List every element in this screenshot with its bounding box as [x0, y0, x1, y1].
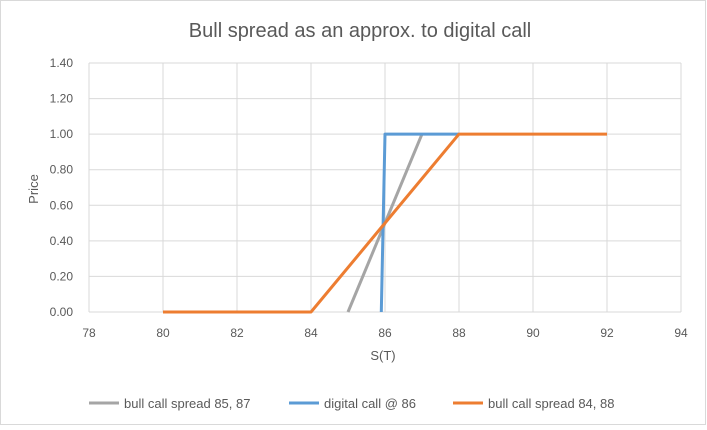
y-tick-label: 1.40 [50, 56, 74, 70]
x-tick-label: 90 [526, 326, 540, 340]
legend-label: bull call spread 84, 88 [488, 396, 614, 411]
x-axis-label: S(T) [370, 348, 395, 363]
y-tick-label: 1.00 [50, 127, 74, 141]
y-tick-label: 0.80 [50, 163, 74, 177]
legend-item-2: digital call @ 86 [289, 396, 416, 411]
x-tick-label: 82 [230, 326, 244, 340]
legend-item-3: bull call spread 84, 88 [453, 396, 614, 411]
x-tick-label: 80 [156, 326, 170, 340]
series-layer [163, 132, 607, 314]
legend-item-1: bull call spread 85, 87 [89, 396, 250, 411]
x-tick-label: 84 [304, 326, 318, 340]
y-tick-label: 1.20 [50, 92, 74, 106]
legend-label: digital call @ 86 [324, 396, 416, 411]
legend: bull call spread 85, 87 digital call @ 86… [89, 396, 614, 411]
x-tick-label: 78 [82, 326, 96, 340]
y-tick-label: 0.20 [50, 269, 74, 283]
x-tick-labels: 78 80 82 84 86 88 90 92 94 [82, 326, 688, 340]
x-tick-label: 86 [378, 326, 392, 340]
x-tick-label: 94 [674, 326, 688, 340]
y-tick-label: 0.40 [50, 234, 74, 248]
y-axis-label: Price [26, 174, 41, 204]
chart-title: Bull spread as an approx. to digital cal… [189, 20, 531, 42]
y-tick-label: 0.00 [50, 305, 74, 319]
legend-label: bull call spread 85, 87 [124, 396, 250, 411]
y-tick-labels: 0.00 0.20 0.40 0.60 0.80 1.00 1.20 1.40 [50, 56, 74, 319]
series-line-2 [379, 132, 459, 313]
y-tick-label: 0.60 [50, 198, 74, 212]
x-tick-label: 88 [452, 326, 466, 340]
series-line-3 [163, 132, 607, 314]
x-tick-label: 92 [600, 326, 614, 340]
